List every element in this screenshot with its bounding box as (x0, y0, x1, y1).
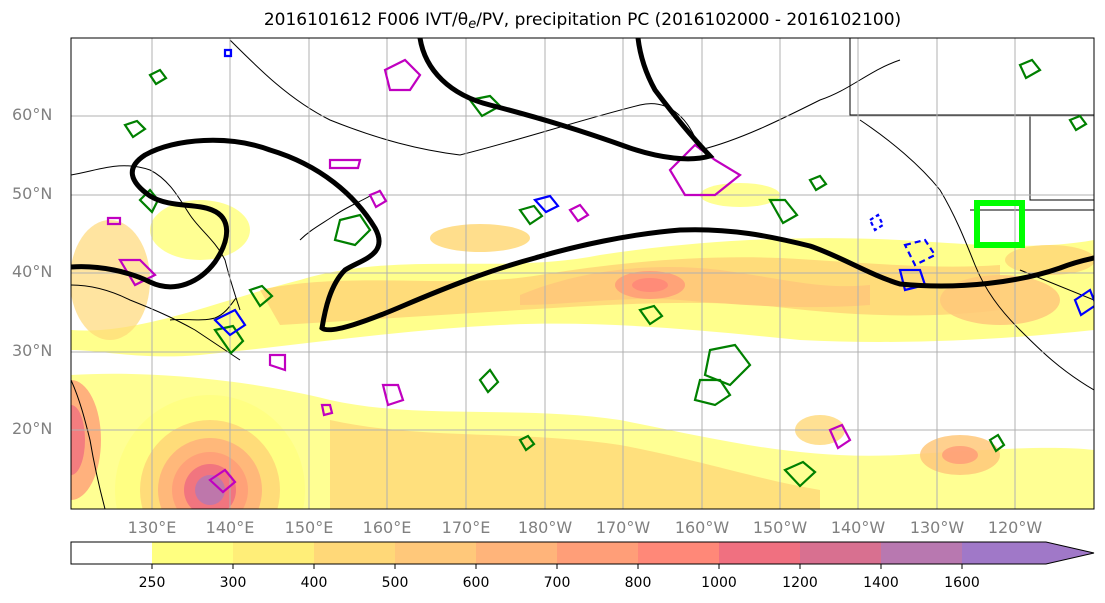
graticule (71, 38, 1094, 509)
colorbar-label-300: 300 (219, 575, 247, 591)
lat-label-20n: 20°N (12, 419, 53, 438)
lon-label-120w: 120°W (987, 518, 1043, 537)
ivt-shading (71, 183, 1094, 509)
target-region-box (974, 200, 1025, 248)
colorbar-label-400: 400 (300, 575, 328, 591)
lon-label-170w: 170°W (595, 518, 651, 537)
lon-label-160w: 160°W (674, 518, 730, 537)
lon-label-130e: 130°E (127, 518, 177, 537)
lon-label-180w: 180°W (517, 518, 573, 537)
lat-label-50n: 50°N (12, 184, 53, 203)
lon-label-170e: 170°E (441, 518, 491, 537)
lon-label-160e: 160°E (362, 518, 412, 537)
colorbar-label-800: 800 (624, 575, 652, 591)
pv-contours (71, 38, 1094, 333)
colorbar-label-1000: 1000 (701, 575, 737, 591)
lon-label-140e: 140°E (205, 518, 255, 537)
colorbar-label-250: 250 (138, 575, 166, 591)
colorbar-label-700: 700 (543, 575, 571, 591)
lon-label-140w: 140°W (830, 518, 886, 537)
map-frame (70, 37, 1095, 510)
lat-label-60n: 60°N (12, 105, 53, 124)
lat-label-30n: 30°N (12, 341, 53, 360)
precip-pc-positive (106, 58, 852, 494)
map-title: 2016101612 F006 IVT/θe/PV, precipitation… (263, 10, 902, 32)
colorbar-label-500: 500 (381, 575, 409, 591)
coastlines (71, 38, 1094, 509)
colorbar (70, 541, 1095, 569)
lat-label-40n: 40°N (12, 262, 53, 281)
colorbar-label-1200: 1200 (782, 575, 818, 591)
lon-label-150e: 150°E (284, 518, 334, 537)
lon-label-150w: 150°W (752, 518, 808, 537)
colorbar-label-1400: 1400 (863, 575, 899, 591)
lon-label-130w: 130°W (909, 518, 965, 537)
colorbar-label-600: 600 (462, 575, 490, 591)
colorbar-label-1600: 1600 (944, 575, 980, 591)
